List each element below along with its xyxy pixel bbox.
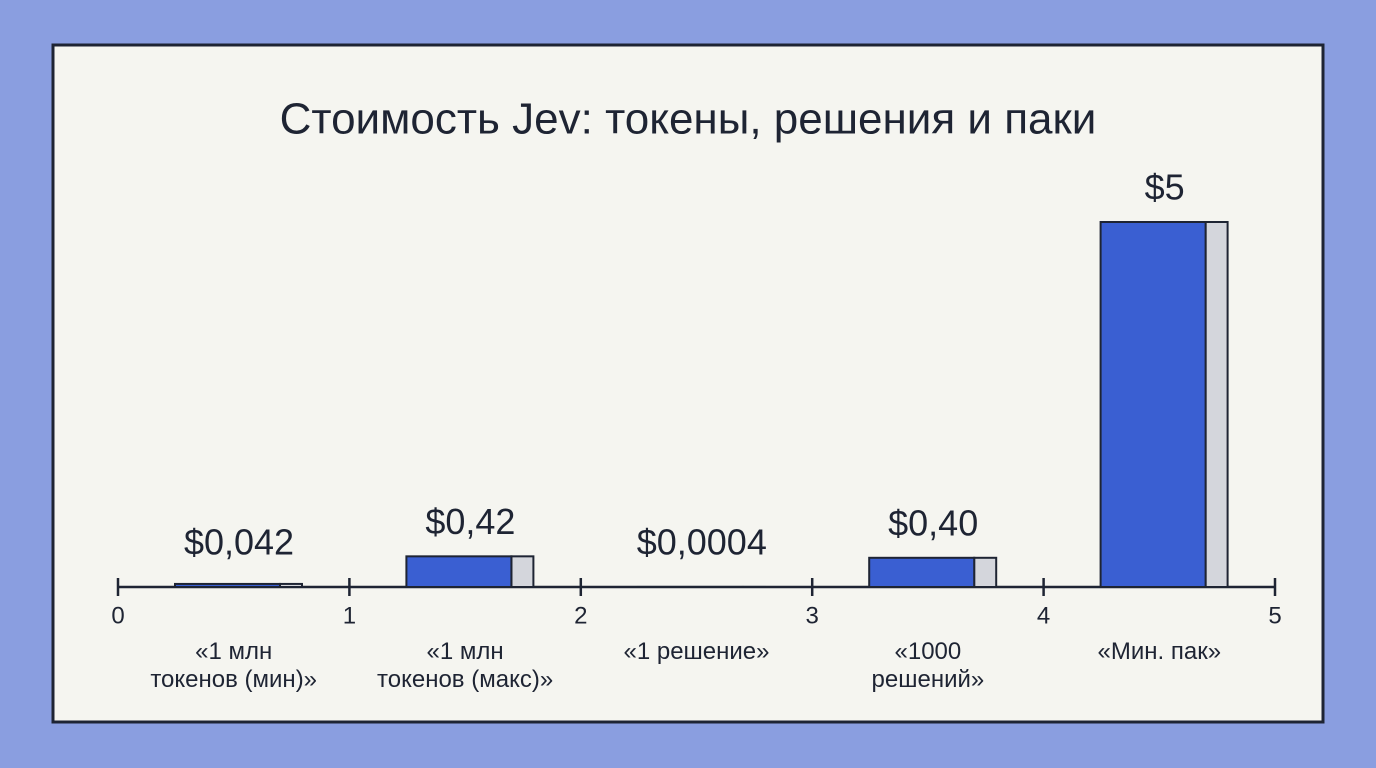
value-label: $0,40	[888, 502, 978, 543]
value-label: $0,042	[184, 522, 294, 563]
bar-side	[510, 555, 535, 589]
category-label: «1 млн токенов (макс)»	[377, 638, 554, 693]
value-label: $0,42	[425, 501, 515, 542]
bar	[174, 582, 281, 589]
x-tick-label: 5	[1268, 602, 1281, 629]
value-label: $5	[1145, 167, 1185, 208]
x-tick-label: 2	[574, 602, 587, 629]
bar-side	[279, 582, 303, 589]
x-tick-label: 1	[343, 602, 356, 629]
x-tick-label: 0	[111, 602, 124, 629]
bar	[405, 555, 513, 589]
value-label: $0,0004	[637, 522, 767, 563]
x-tick-label: 4	[1037, 602, 1050, 629]
category-label: «1 решение»	[623, 638, 770, 665]
x-tick-label: 3	[806, 602, 819, 629]
chart-title: Стоимость Jev: токены, решения и паки	[280, 95, 1097, 144]
category-label: «Мин. пак»	[1097, 638, 1222, 665]
category-label: «1000 решений»	[871, 638, 985, 693]
bar	[868, 556, 976, 588]
category-label: «1 млн токенов (мин)»	[150, 638, 318, 693]
bar	[1099, 221, 1207, 588]
bar-side	[973, 556, 998, 588]
bar-side	[1204, 221, 1229, 588]
